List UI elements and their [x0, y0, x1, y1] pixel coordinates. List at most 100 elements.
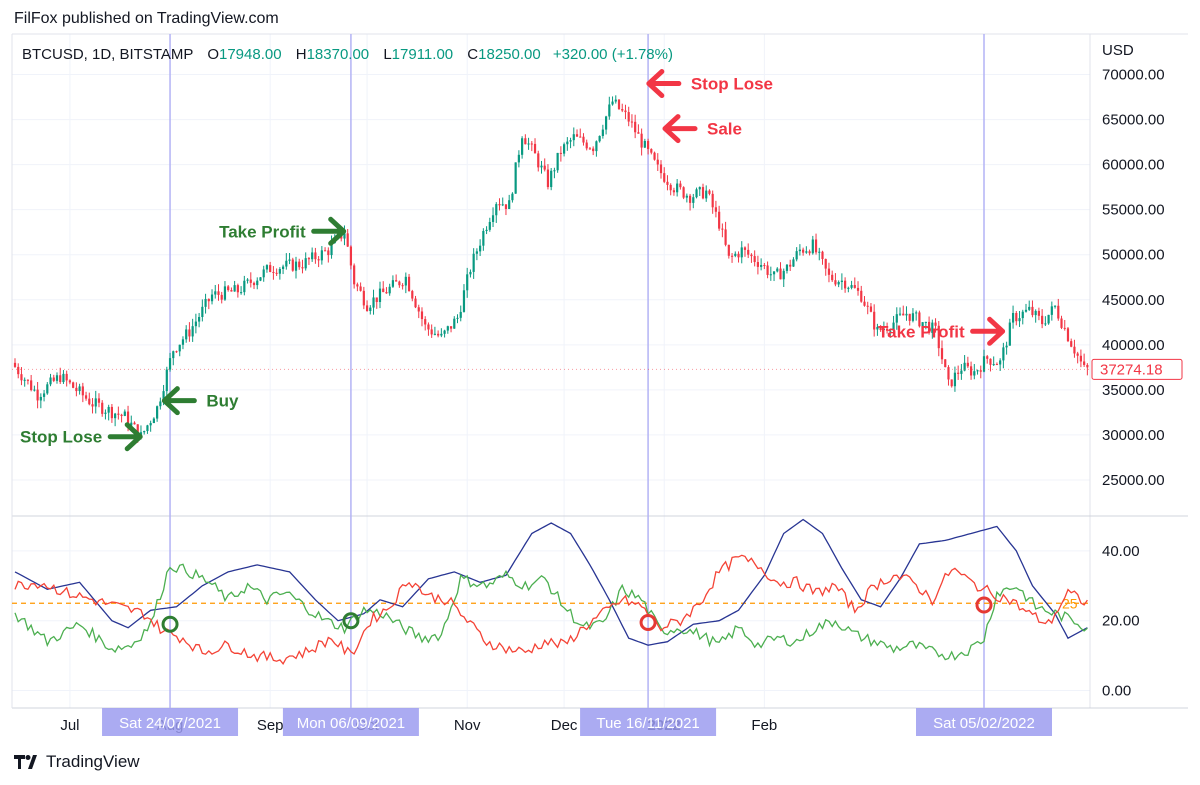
candle-body — [317, 259, 320, 261]
date-marker-label: Tue 16/11/2021 — [596, 715, 699, 732]
tradingview-footer[interactable]: TradingView — [14, 752, 140, 772]
candle-body — [656, 159, 659, 165]
threshold-label: 25 — [1062, 595, 1078, 611]
candle-body — [433, 333, 436, 335]
candle-body — [627, 112, 630, 122]
candle-body — [285, 260, 288, 267]
candle-body — [976, 370, 979, 372]
arrow-right-icon — [311, 216, 347, 246]
annotation-label: Sale — [707, 120, 742, 139]
candle-body — [966, 362, 969, 367]
candle-body — [798, 249, 801, 252]
candle-body — [107, 406, 110, 413]
candle-body — [482, 230, 485, 246]
price-tick-label: 40000.00 — [1102, 337, 1165, 354]
candle-body — [1034, 310, 1037, 316]
candle-body — [369, 307, 372, 311]
time-tick-label: Sep — [257, 717, 284, 734]
candle-body — [879, 326, 882, 331]
open-label: O — [207, 46, 219, 63]
candle-body — [217, 291, 220, 295]
indicator-series-di_minus — [14, 554, 1088, 665]
candle-body — [624, 110, 627, 113]
candle-body — [986, 356, 989, 359]
candle-body — [456, 317, 459, 319]
candle-body — [1057, 305, 1060, 319]
price-tick-label: 55000.00 — [1102, 202, 1165, 219]
candle-body — [236, 285, 239, 293]
candle-body — [886, 328, 889, 331]
arrow-right-icon — [970, 316, 1006, 346]
candle-body — [837, 281, 840, 285]
candle-body — [1021, 311, 1024, 319]
candle-body — [805, 251, 808, 253]
candle-body — [117, 413, 120, 415]
candle-body — [223, 286, 227, 300]
candlestick-series — [13, 95, 1089, 443]
candle-body — [646, 140, 650, 150]
candle-body — [604, 116, 608, 130]
candle-body — [168, 358, 172, 370]
candle-body — [42, 393, 46, 397]
candle-body — [256, 280, 259, 286]
candle-body — [110, 406, 113, 419]
candle-body — [617, 99, 621, 110]
candle-body — [1079, 355, 1082, 362]
candle-body — [246, 279, 249, 281]
candle-body — [453, 318, 456, 329]
candle-body — [230, 290, 233, 292]
candle-body — [162, 391, 165, 402]
candle-body — [508, 200, 511, 210]
candle-body — [472, 253, 475, 272]
candle-body — [346, 233, 349, 247]
annotation-label: Take Profit — [219, 222, 306, 241]
candle-body — [1018, 318, 1021, 322]
candle-body — [417, 307, 420, 312]
indicator-tick-label: 40.00 — [1102, 543, 1140, 560]
candle-body — [398, 281, 401, 286]
close-value: 18250.00 — [478, 46, 541, 63]
signal-circle-marker — [161, 615, 179, 633]
candle-body — [989, 358, 992, 365]
tradingview-brand: TradingView — [46, 752, 140, 771]
open-value: 17948.00 — [218, 46, 282, 63]
candle-body — [411, 291, 414, 299]
candle-body — [84, 395, 88, 399]
candle-body — [937, 325, 940, 349]
candle-body — [1073, 346, 1076, 354]
candle-body — [252, 282, 256, 286]
symbol-label[interactable]: BTCUSD, 1D, BITSTAMP — [22, 46, 194, 63]
candle-body — [240, 292, 243, 294]
candle-body — [992, 364, 995, 366]
candle-body — [724, 229, 727, 245]
candle-body — [708, 190, 711, 194]
candle-body — [307, 258, 311, 260]
candle-body — [834, 280, 837, 285]
candle-body — [198, 317, 201, 322]
candle-body — [495, 204, 498, 216]
candle-body — [349, 246, 353, 266]
candle-body — [33, 389, 36, 391]
candle-body — [927, 321, 931, 333]
candle-body — [94, 398, 97, 407]
candle-body — [130, 422, 133, 426]
candle-body — [911, 313, 915, 321]
candle-body — [262, 269, 265, 278]
candle-body — [844, 280, 847, 289]
tradingview-logo-icon — [14, 755, 37, 769]
candle-body — [126, 411, 130, 426]
candle-body — [1041, 315, 1044, 325]
currency-label[interactable]: USD — [1102, 42, 1134, 59]
candle-body — [114, 413, 117, 419]
indicator-series-adx — [14, 518, 1088, 646]
candle-body — [643, 140, 646, 148]
candle-body — [501, 204, 504, 206]
candle-body — [766, 265, 769, 275]
candle-body — [424, 319, 427, 325]
candle-body — [39, 396, 42, 401]
candle-body — [26, 379, 30, 381]
candle-body — [36, 389, 39, 401]
candle-body — [630, 121, 634, 123]
candle-body — [1070, 341, 1073, 347]
